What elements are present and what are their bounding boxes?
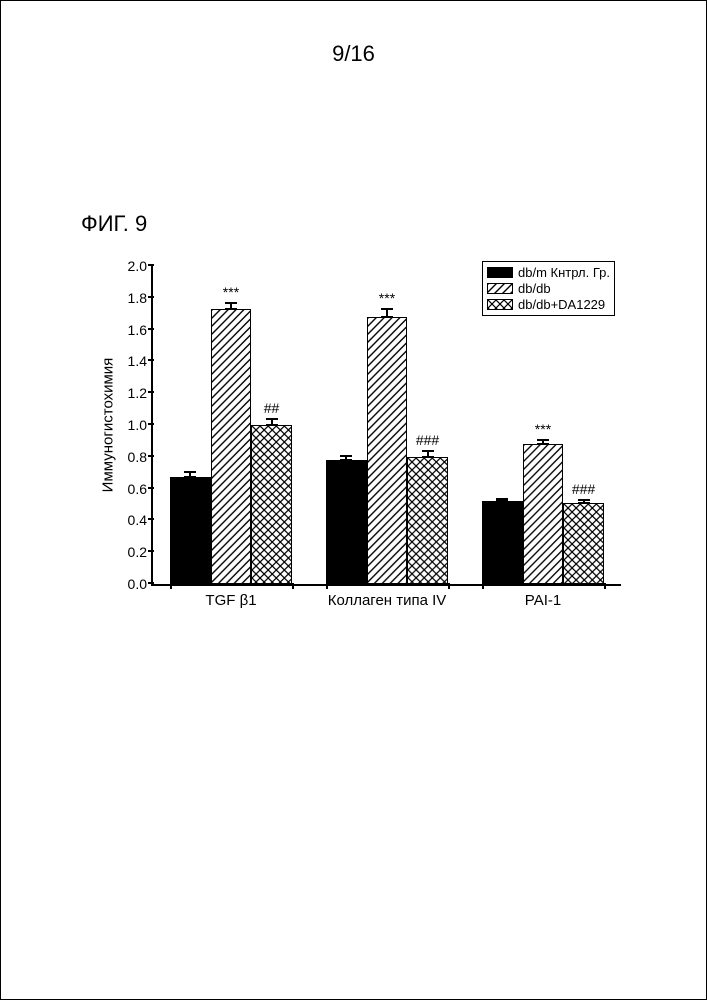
significance-label: ### [572,481,595,497]
y-axis-label: Иммуногистохимия [100,358,117,493]
legend-label: db/m Кнтрл. Гр. [518,265,610,280]
significance-label: *** [379,290,395,306]
error-bar [230,302,232,310]
error-bar [501,498,503,503]
bar-da1229: ### [563,503,604,584]
bar-dbdb: *** [211,309,252,584]
y-tick-mark [148,582,154,584]
y-tick-label: 0.4 [128,512,153,528]
error-bar [542,439,544,445]
y-tick-label: 0.6 [128,481,153,497]
legend-label: db/db+DA1229 [518,297,605,312]
y-tick-mark [148,550,154,552]
legend-item-dbm: db/m Кнтрл. Гр. [487,265,610,280]
y-tick-label: 1.6 [128,322,153,338]
y-tick-label: 0.0 [128,576,153,592]
error-bar [189,471,191,479]
bar-da1229: ### [407,457,448,584]
y-tick-label: 1.4 [128,353,153,369]
y-tick-label: 1.0 [128,417,153,433]
y-tick-mark [148,487,154,489]
significance-label: *** [535,421,551,437]
plot-area: Иммуногистохимия db/m Кнтрл. Гр. db/db d… [151,266,621,586]
x-tick-mark [448,583,450,589]
x-tick-mark [292,583,294,589]
x-tick-mark [604,583,606,589]
bar-dbdb: *** [523,444,564,584]
significance-label: ## [264,400,280,416]
x-tick-label: Коллаген типа IV [328,584,447,609]
y-tick-label: 1.8 [128,290,153,306]
y-tick-mark [148,518,154,520]
y-tick-mark [148,423,154,425]
legend-swatch-crosshatch [487,299,513,310]
legend-label: db/db [518,281,551,296]
y-tick-label: 1.2 [128,385,153,401]
error-bar [386,308,388,318]
legend-swatch-solid [487,267,513,278]
y-tick-label: 0.8 [128,449,153,465]
bar-chart: Иммуногистохимия db/m Кнтрл. Гр. db/db d… [91,256,631,636]
y-tick-mark [148,391,154,393]
y-tick-mark [148,264,154,266]
y-tick-mark [148,455,154,457]
y-tick-label: 0.2 [128,544,153,560]
error-bar [427,450,429,458]
x-tick-label: TGF β1 [205,584,256,609]
significance-label: *** [223,284,239,300]
figure-label: ФИГ. 9 [81,211,147,237]
bar-dbm [482,501,523,584]
y-tick-label: 2.0 [128,258,153,274]
y-tick-mark [148,328,154,330]
x-tick-label: PAI-1 [525,584,561,609]
bar-da1229: ## [251,425,292,584]
bar-dbm [170,477,211,584]
error-bar [345,455,347,461]
page: 9/16 ФИГ. 9 Иммуногистохимия db/m Кнтрл.… [0,0,707,1000]
legend-item-dbdb: db/db [487,281,610,296]
y-tick-mark [148,296,154,298]
y-tick-mark [148,359,154,361]
bar-dbm [326,460,367,584]
error-bar [271,418,273,426]
legend-swatch-diagonal [487,283,513,294]
legend: db/m Кнтрл. Гр. db/db db/db+DA1229 [482,261,615,316]
legend-item-da1229: db/db+DA1229 [487,297,610,312]
error-bar [583,499,585,504]
page-header: 9/16 [1,1,706,67]
significance-label: ### [416,432,439,448]
bar-dbdb: *** [367,317,408,584]
